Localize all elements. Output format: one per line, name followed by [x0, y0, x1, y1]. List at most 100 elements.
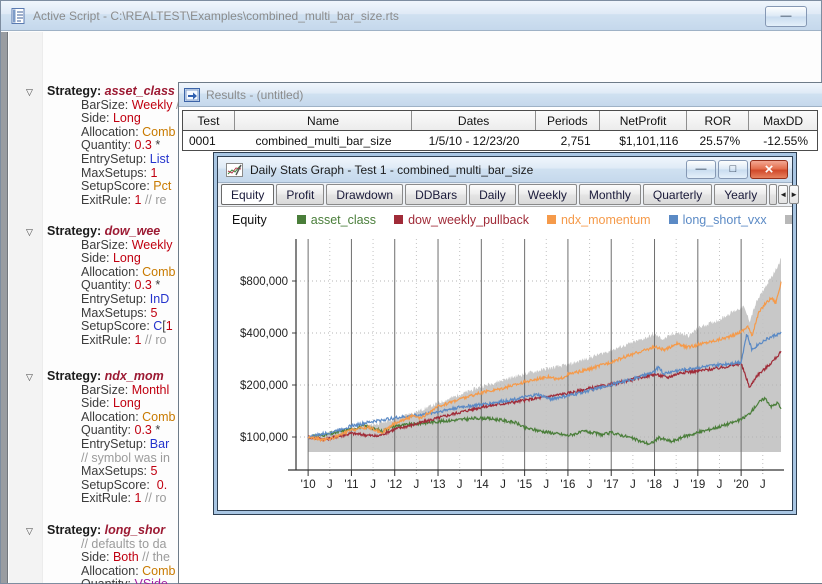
results-title: Results - (untitled)	[206, 88, 303, 102]
legend-item-long_short_vxx: long_short_vxx	[669, 213, 767, 227]
axis-tick-label: '11	[344, 479, 358, 491]
code-token: BarSize:	[81, 98, 132, 112]
code-token: Long	[113, 111, 141, 125]
code-token: Monthl	[132, 383, 170, 397]
axis-tick-label: $400,000	[240, 328, 288, 340]
tab-drawdown[interactable]: Drawdown	[326, 184, 403, 205]
axis-tick-label: J	[327, 479, 333, 491]
code-token: Allocation:	[81, 410, 142, 424]
legend-swatch-icon	[394, 215, 403, 224]
axis-tick-label: $100,000	[240, 432, 288, 444]
code-token: 0.3	[135, 278, 152, 292]
code-token: 0.3	[135, 423, 152, 437]
axis-tick-label: '15	[517, 479, 532, 491]
code-token: Long	[113, 251, 141, 265]
legend-swatch-icon	[669, 215, 678, 224]
tab-quarterly[interactable]: Quarterly	[643, 184, 712, 205]
legend-label: dow_weekly_pullback	[408, 213, 529, 227]
legend-label: long_short_vxx	[683, 213, 767, 227]
table-cell: $1,101,116	[600, 131, 688, 150]
tab-clipped[interactable]: M	[769, 184, 777, 205]
graph-titlebar[interactable]: Daily Stats Graph - Test 1 - combined_mu…	[218, 157, 792, 183]
tab-monthly[interactable]: Monthly	[579, 184, 641, 205]
code-token: Quantity:	[81, 278, 135, 292]
code-token: Quantity:	[81, 138, 135, 152]
code-token: SetupScore:	[81, 478, 153, 492]
table-row[interactable]: 0001combined_multi_bar_size1/5/10 - 12/2…	[183, 131, 817, 150]
code-token: Pct	[153, 179, 171, 193]
axis-tick-label: '10	[301, 479, 316, 491]
code-token: MaxSetups:	[81, 306, 150, 320]
tab-ddbars[interactable]: DDBars	[405, 184, 467, 205]
graph-minimize-button[interactable]: —	[686, 160, 716, 179]
code-token: EntrySetup:	[81, 292, 150, 306]
column-header-ror[interactable]: ROR	[687, 111, 749, 130]
tab-profit[interactable]: Profit	[276, 184, 324, 205]
axis-tick-label: $200,000	[240, 380, 288, 392]
table-cell: -12.55%	[749, 131, 817, 150]
equity-chart[interactable]: $100,000$200,000$400,000$800,000'10J'11J…	[218, 232, 792, 510]
code-token: SetupScore:	[81, 179, 153, 193]
code-token: BarSize:	[81, 238, 132, 252]
tab-daily[interactable]: Daily	[469, 184, 516, 205]
code-token: List	[150, 152, 169, 166]
axis-tick-label: '17	[604, 479, 619, 491]
code-token: 5	[150, 306, 157, 320]
legend-swatch-icon	[547, 215, 556, 224]
column-header-test[interactable]: Test	[183, 111, 235, 130]
fold-toggle-icon[interactable]: ▽	[26, 371, 33, 385]
axis-tick-label: J	[717, 479, 723, 491]
legend-title: Equity	[232, 213, 267, 227]
axis-tick-label: '12	[387, 479, 402, 491]
column-header-maxdd[interactable]: MaxDD	[749, 111, 817, 130]
code-token: Quantity:	[81, 423, 135, 437]
code-token: Bar	[150, 437, 169, 451]
tab-equity[interactable]: Equity	[221, 184, 274, 205]
axis-tick-label: '19	[690, 479, 705, 491]
fold-toggle-icon[interactable]: ▽	[26, 525, 33, 539]
column-header-dates[interactable]: Dates	[412, 111, 536, 130]
code-token: ExitRule:	[81, 193, 135, 207]
legend-label: ndx_momentum	[561, 213, 651, 227]
code-token: Long	[113, 396, 141, 410]
axis-tick-label: '14	[474, 479, 490, 491]
code-token: InD	[150, 292, 169, 306]
code-token: Side:	[81, 251, 113, 265]
graph-close-button[interactable]: ×	[750, 160, 788, 179]
axis-tick-label: J	[587, 479, 593, 491]
results-titlebar[interactable]: Results - (untitled)	[179, 83, 822, 107]
axis-tick-label: '13	[431, 479, 446, 491]
code-token: // re	[141, 193, 166, 207]
minimize-icon: —	[781, 11, 792, 22]
graph-restore-button[interactable]: □	[718, 160, 748, 179]
tab-scroll-right-button[interactable]: ►	[789, 185, 799, 204]
tab-weekly[interactable]: Weekly	[518, 184, 577, 205]
code-token: EntrySetup:	[81, 152, 150, 166]
legend-label: asset_class	[311, 213, 376, 227]
code-token: C	[153, 319, 162, 333]
minimize-icon: —	[696, 164, 707, 175]
axis-tick-label: J	[760, 479, 766, 491]
axis-tick-label: J	[413, 479, 419, 491]
axis-tick-label: J	[543, 479, 549, 491]
code-token: EntrySetup:	[81, 437, 150, 451]
fold-toggle-icon[interactable]: ▽	[26, 86, 33, 100]
axis-tick-label: J	[370, 479, 376, 491]
legend-swatch-icon	[297, 215, 306, 224]
restore-icon: □	[730, 164, 737, 175]
column-header-name[interactable]: Name	[235, 111, 412, 130]
code-token: 0.	[153, 478, 167, 492]
code-token: MaxSetups:	[81, 166, 150, 180]
active-script-titlebar[interactable]: Active Script - C:\REALTEST\Examples\com…	[1, 1, 821, 31]
legend-item-dow_weekly_pullback: dow_weekly_pullback	[394, 213, 529, 227]
fold-toggle-icon[interactable]: ▽	[26, 226, 33, 240]
code-token: dow_wee	[105, 224, 161, 238]
code-token: long_shor	[105, 523, 165, 537]
minimize-button[interactable]: —	[765, 6, 807, 27]
column-header-periods[interactable]: Periods	[536, 111, 600, 130]
tab-scroll-left-button[interactable]: ◄	[778, 185, 788, 204]
axis-tick-label: '20	[734, 479, 749, 491]
column-header-netprofit[interactable]: NetProfit	[600, 111, 688, 130]
tab-yearly[interactable]: Yearly	[714, 184, 767, 205]
legend-swatch-icon	[785, 215, 792, 224]
